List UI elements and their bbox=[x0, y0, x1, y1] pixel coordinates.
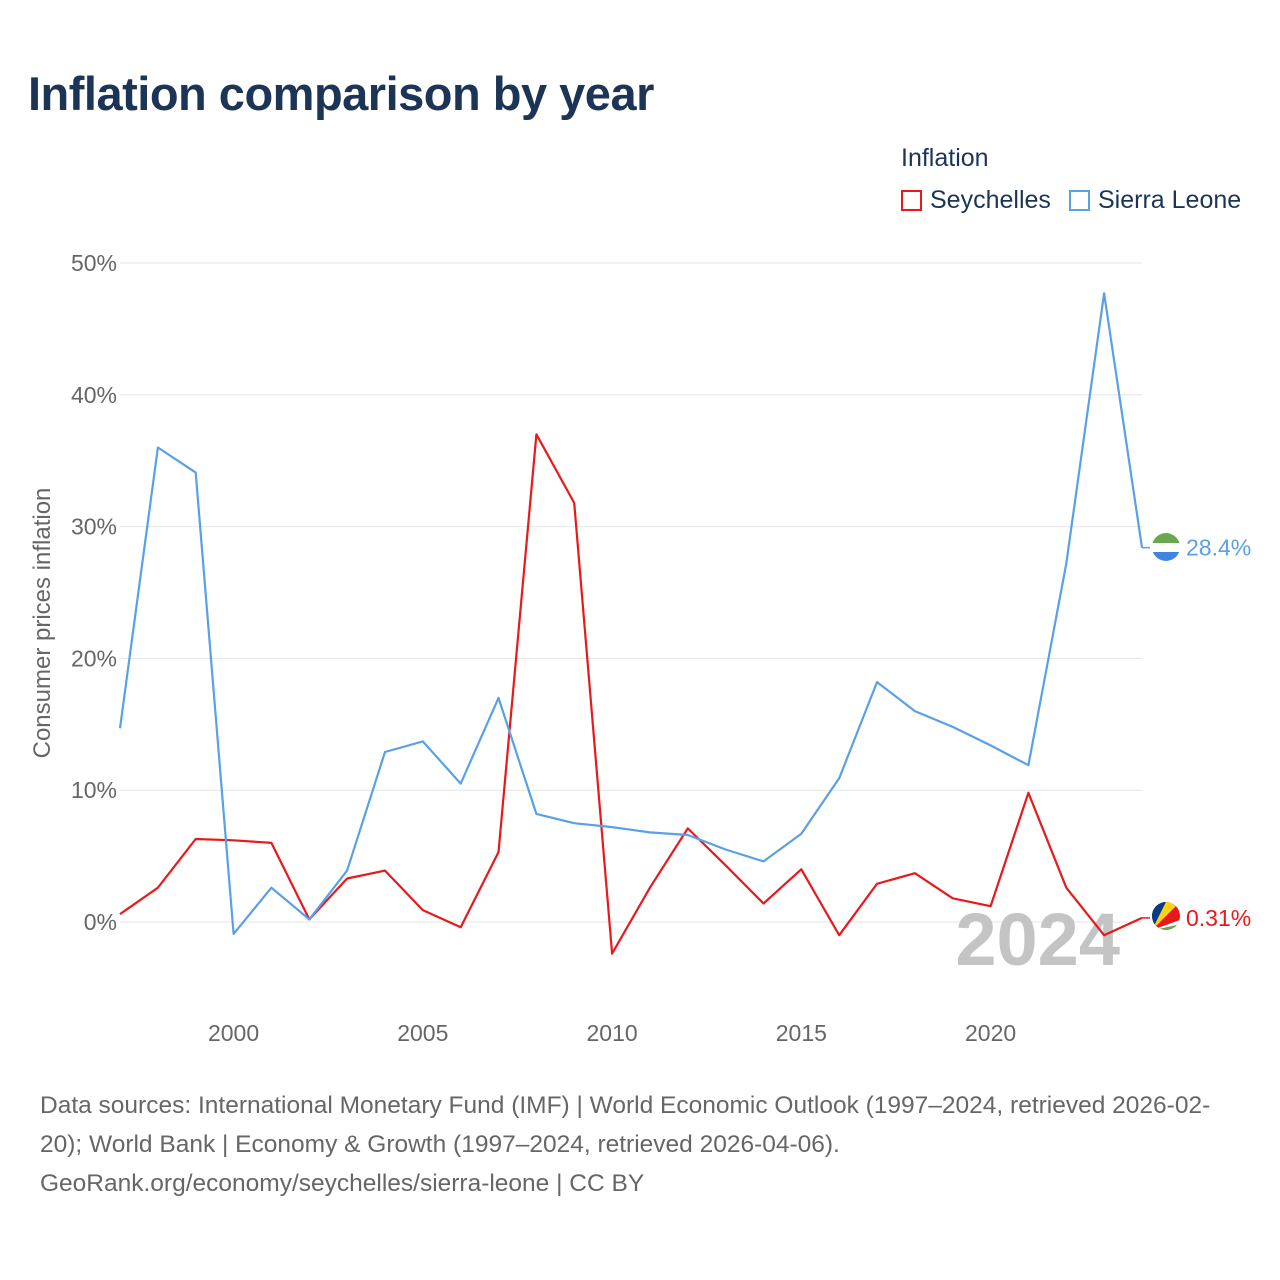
chart-title: Inflation comparison by year bbox=[28, 67, 654, 120]
series-line-seychelles bbox=[119, 433, 1143, 955]
x-tick-label: 2020 bbox=[965, 1020, 1016, 1046]
y-tick-label: 20% bbox=[71, 645, 117, 671]
series-lines: 0.31% 28.4% bbox=[118, 292, 1251, 955]
y-tick-label: 40% bbox=[71, 382, 117, 408]
footer: Data sources: International Monetary Fun… bbox=[40, 1086, 1245, 1203]
y-axis: 0% 10% 20% 30% 40% 50% bbox=[71, 250, 117, 935]
x-tick-label: 2015 bbox=[776, 1020, 827, 1046]
x-tick-label: 2010 bbox=[586, 1020, 637, 1046]
legend-swatch-sierra-leone bbox=[1069, 190, 1090, 211]
seychelles-flag-icon bbox=[1152, 902, 1180, 930]
grid-lines bbox=[120, 262, 1142, 923]
legend-item-seychelles[interactable]: Seychelles bbox=[901, 186, 1051, 215]
sierra-leone-flag-icon bbox=[1152, 533, 1180, 561]
end-markers bbox=[1152, 533, 1180, 930]
y-tick-label: 50% bbox=[71, 250, 117, 276]
end-value-label-seychelles: 0.31% bbox=[1186, 905, 1251, 931]
legend-swatch-seychelles bbox=[901, 190, 922, 211]
x-axis: 2000 2005 2010 2015 2020 bbox=[208, 1020, 1016, 1046]
x-tick-label: 2000 bbox=[208, 1020, 259, 1046]
data-sources: Data sources: International Monetary Fun… bbox=[40, 1092, 1211, 1158]
series-line-sierra-leone bbox=[118, 292, 1144, 936]
y-axis-label: Consumer prices inflation bbox=[29, 488, 56, 759]
end-value-label-sierra-leone: 28.4% bbox=[1186, 535, 1251, 561]
y-tick-label: 0% bbox=[84, 909, 117, 935]
credit-link[interactable]: GeoRank.org/economy/seychelles/sierra-le… bbox=[40, 1170, 645, 1197]
y-tick-label: 10% bbox=[71, 777, 117, 803]
legend-title: Inflation bbox=[901, 144, 989, 172]
legend-label-sierra-leone: Sierra Leone bbox=[1098, 186, 1242, 214]
y-tick-label: 30% bbox=[71, 514, 117, 540]
legend-item-sierra-leone[interactable]: Sierra Leone bbox=[1069, 186, 1241, 215]
year-watermark: 2024 bbox=[955, 898, 1120, 981]
legend-label-seychelles: Seychelles bbox=[930, 186, 1051, 214]
x-tick-label: 2005 bbox=[397, 1020, 448, 1046]
